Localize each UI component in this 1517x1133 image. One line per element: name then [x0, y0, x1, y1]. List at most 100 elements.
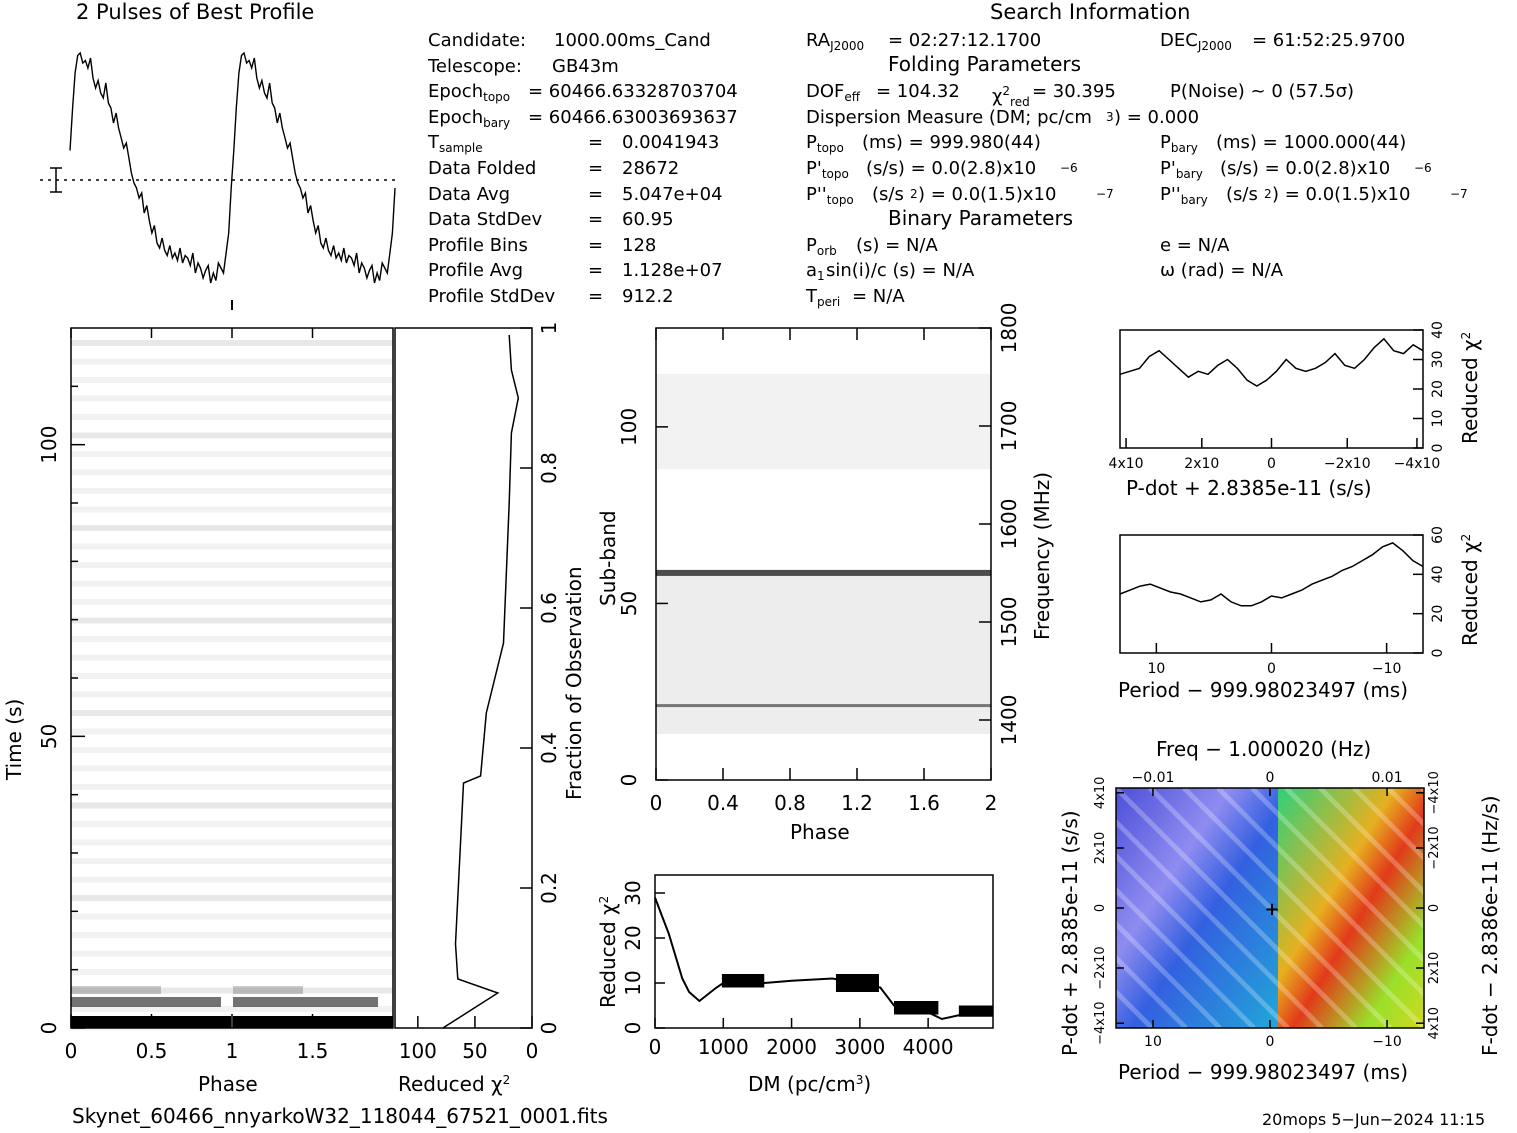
ppdot-streak [1182, 786, 1426, 1030]
ppdot-ytick-label: −2x10 [1093, 946, 1108, 989]
pddot-bary-value: ) = 0.0(1.5)x10 [1272, 183, 1411, 205]
dm-value: ) = 0.000 [1114, 106, 1200, 128]
subband-xtick-label: 0.8 [774, 791, 806, 815]
data-stddev-key: Data StdDev [428, 209, 543, 231]
redchi-xlabel: Reduced χ2 [398, 1072, 511, 1096]
pdot-topo-value: (s/s) = 0.0(2.8)x10 [866, 157, 1037, 179]
time-phase-row [71, 821, 393, 827]
time-phase-row [71, 839, 393, 846]
time-phase-ytick-label: 50 [37, 724, 61, 749]
period-ytick-label: 60 [1430, 526, 1446, 544]
dm-xtick-label: 0 [649, 1035, 662, 1059]
ppdot-ytick-label: 4x10 [1093, 777, 1108, 810]
dm-xtick-label: 4000 [903, 1035, 954, 1059]
pdot-xtick-label: −4x10 [1394, 456, 1441, 472]
time-phase-row [233, 986, 303, 994]
ppdot-xtick-label: 0 [1266, 1034, 1275, 1050]
pddot-topo-key: P''topo [806, 183, 854, 207]
period-xtick-label: 0 [1267, 661, 1276, 677]
subband-xtick-label: 1.2 [841, 791, 873, 815]
fraction-ytick-label: 0.8 [537, 452, 560, 484]
dm-ytick-label: 0 [621, 1022, 645, 1035]
redchi-frame [394, 327, 533, 1029]
time-phase-row [71, 395, 393, 402]
ptopo-value: (ms) = 999.980(44) [862, 132, 1041, 154]
ppdot-y2tick-label: 4x10 [1427, 1007, 1442, 1040]
period-xtick-label: 10 [1147, 661, 1165, 677]
fraction-ytick-label: 0 [537, 1022, 560, 1035]
pdot-bary-exp: −6 [1414, 160, 1432, 175]
time-phase-row [71, 432, 393, 439]
profile-bins-key: Profile Bins [428, 234, 528, 256]
epoch-bary-value: = 60466.63003693637 [528, 106, 738, 128]
dm-label: Dispersion Measure (DM; pc/cm [806, 106, 1092, 128]
time-phase-row [71, 802, 393, 809]
data-folded-key: Data Folded [428, 157, 537, 179]
time-phase-row [71, 562, 393, 568]
pdot-line [1119, 337, 1424, 387]
profile-bins-value: 128 [622, 234, 657, 256]
frequency-ytick-label: 1800 [997, 303, 1021, 354]
time-phase-xtick-label: 1.5 [297, 1039, 329, 1063]
ppdot-y2tick-label: 0 [1427, 904, 1442, 912]
period-xlabel: Period − 999.98023497 (ms) [1118, 678, 1409, 702]
a1sini-key: a1 [806, 260, 825, 284]
time-phase-row [71, 580, 393, 587]
pdot-bary-value: (s/s) = 0.0(2.8)x10 [1220, 157, 1391, 179]
dm-line [654, 897, 993, 1021]
redchi-xtick-label: 100 [399, 1039, 437, 1063]
redchi-xtick-label: 0 [526, 1039, 539, 1063]
time-phase-row [71, 784, 393, 790]
data-stddev-value: 60.95 [622, 209, 674, 231]
pddot-topo-exp: −7 [1096, 186, 1114, 201]
period-line [1119, 542, 1424, 607]
time-phase-row [71, 525, 393, 531]
dm-xtick-label: 2000 [766, 1035, 817, 1059]
profile-stddev-value: 912.2 [622, 285, 674, 307]
period-plot: 10 0 −10 0 20 40 60 [1119, 526, 1446, 677]
ppdot-y2tick-label: −4x10 [1427, 771, 1442, 814]
data-avg-key: Data Avg [428, 183, 511, 205]
epoch-topo-value: = 60466.63328703704 [528, 81, 738, 103]
binary-params-heading: Binary Parameters [888, 206, 1074, 230]
time-phase-row [71, 986, 161, 994]
redchi-xtick-label: 50 [462, 1039, 487, 1063]
dm-ytick-label: 10 [621, 970, 645, 995]
tperi-value: = N/A [852, 285, 905, 307]
time-phase-ylabel: Time (s) [2, 698, 26, 780]
fraction-ytick-label: 1 [537, 322, 560, 335]
time-phase-row [71, 654, 393, 661]
dm-ytick-label: 20 [621, 925, 645, 950]
time-phase-row [71, 997, 221, 1007]
pdot-ytick-label: 30 [1430, 351, 1446, 369]
time-phase-row [71, 710, 393, 716]
time-phase-row [71, 747, 393, 753]
time-phase-row [71, 1006, 393, 1012]
time-phase-row [71, 469, 393, 476]
time-phase-row [71, 987, 393, 994]
footer-filename: Skynet_60466_nnyarkoW32_118044_67521_000… [72, 1104, 608, 1128]
subband-xtick-label: 0 [650, 791, 663, 815]
pdot-xlabel: P-dot + 2.8385e-11 (s/s) [1126, 476, 1372, 500]
porb-value: (s) = N/A [856, 234, 938, 256]
time-phase-row [71, 451, 393, 457]
time-phase-row [71, 414, 393, 420]
ra-value: = 02:27:12.1700 [888, 30, 1042, 51]
ppdot-top-tick-label: 0.01 [1371, 770, 1402, 786]
period-ylabel: Reduced χ2 [1458, 533, 1482, 646]
porb-key: Porb [806, 234, 837, 258]
dm-ytick-label: 30 [621, 880, 645, 905]
dm-xtick-label: 1000 [698, 1035, 749, 1059]
fraction-ylabel: Fraction of Observation [562, 566, 586, 800]
period-frame [1119, 534, 1424, 654]
ppdot-xtick-label: −10 [1372, 1034, 1402, 1050]
redchi-line [442, 334, 520, 1029]
folding-params-heading: Folding Parameters [888, 52, 1082, 76]
time-phase-row [71, 358, 393, 365]
subband-frame [655, 327, 992, 781]
time-phase-row [71, 858, 393, 864]
time-phase-row [71, 617, 393, 624]
pddot-topo-value: ) = 0.0(1.5)x10 [918, 183, 1057, 205]
ra-key: RAJ2000 [806, 30, 865, 53]
time-phase-row [71, 969, 393, 975]
